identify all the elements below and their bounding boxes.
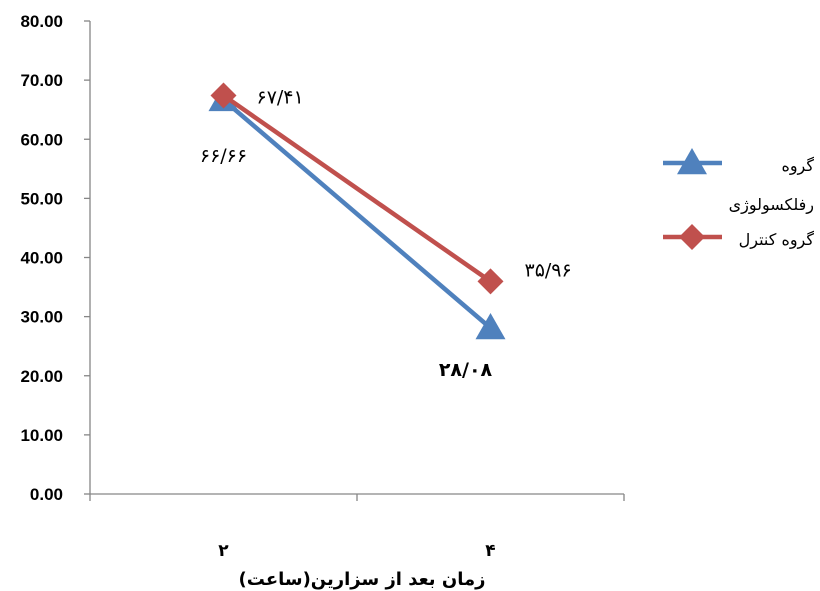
legend: گروه رفلکسولوژی گروه کنترل — [663, 148, 814, 250]
legend-marker — [679, 224, 705, 250]
series-1 — [210, 82, 504, 295]
data-label: ۲۸/۰۸ — [439, 359, 493, 381]
legend-label: گروه — [781, 156, 814, 176]
y-tick-label: 20.00 — [20, 367, 63, 386]
y-tick-label: 50.00 — [20, 189, 63, 208]
legend-item-0: گروه رفلکسولوژی — [663, 148, 814, 215]
y-tick-label: 10.00 — [20, 426, 63, 445]
legend-item-1: گروه کنترل — [663, 224, 814, 250]
y-tick-label: 70.00 — [20, 71, 63, 90]
y-tick-label: 80.00 — [20, 12, 63, 31]
x-axis-label: زمان بعد از سزارین(ساعت) — [239, 569, 486, 590]
series-0 — [208, 84, 506, 340]
data-label: ۶۶/۶۶ — [200, 145, 247, 167]
data-label: ۳۵/۹۶ — [525, 259, 572, 281]
y-tick-label: 0.00 — [30, 485, 63, 504]
series-line — [222, 98, 492, 330]
legend-marker — [677, 148, 707, 175]
series-line — [222, 93, 492, 284]
legend-label: رفلکسولوژی — [729, 195, 814, 215]
series-layer — [208, 82, 506, 340]
data-label: ۶۷/۴۱ — [257, 86, 304, 108]
x-tick-label: ۲ — [218, 541, 229, 561]
legend-label: گروه کنترل — [739, 230, 815, 250]
data-point-marker — [475, 312, 506, 340]
y-tick-label: 30.00 — [20, 308, 63, 327]
data-labels: ۶۶/۶۶ ۲۸/۰۸ ۶۷/۴۱ ۳۵/۹۶ — [200, 86, 572, 381]
axes: 0.00 10.00 20.00 30.00 40.00 50.00 60.00 70.00 8… — [20, 12, 625, 561]
y-tick-label: 60.00 — [20, 130, 63, 149]
data-point-marker — [477, 268, 504, 295]
y-tick-label: 40.00 — [20, 249, 63, 268]
x-tick-label: ۴ — [485, 541, 495, 561]
data-point-marker — [210, 82, 237, 109]
